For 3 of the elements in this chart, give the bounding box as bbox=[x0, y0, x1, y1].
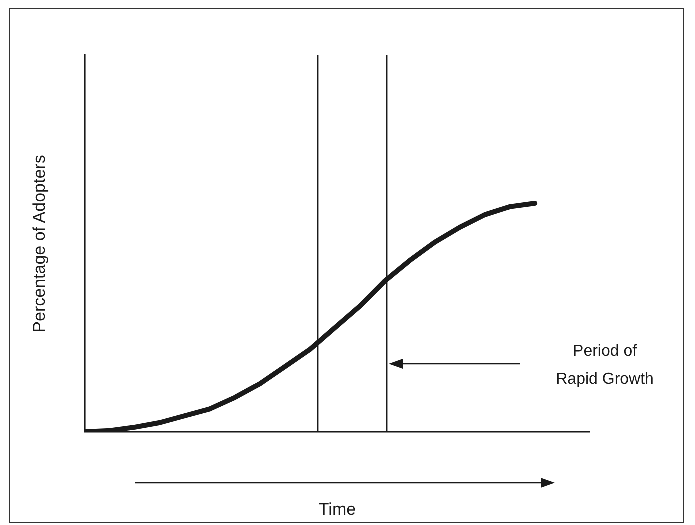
x-axis-title: Time bbox=[318, 500, 356, 520]
text: Period of Rapid Growth bbox=[555, 342, 655, 390]
y-axis-title: Percentage of Adopters bbox=[30, 154, 50, 332]
